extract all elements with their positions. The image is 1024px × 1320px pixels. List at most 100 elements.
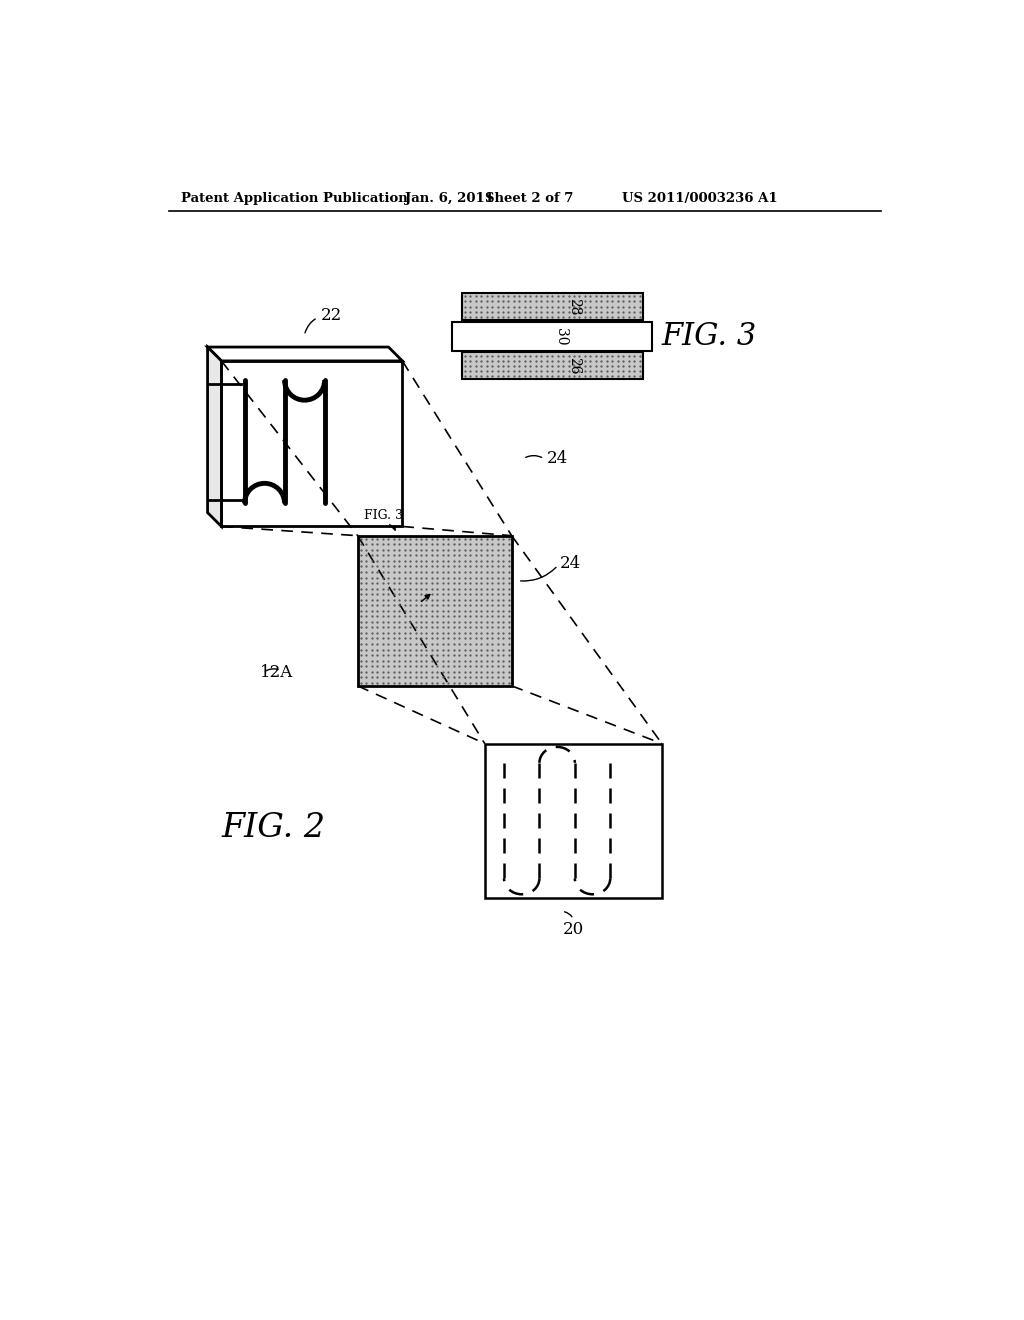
- Point: [462, 578, 478, 599]
- Point: [429, 533, 445, 554]
- Point: [440, 672, 457, 693]
- Point: [534, 290, 550, 312]
- Point: [401, 611, 418, 632]
- Point: [352, 601, 369, 622]
- Point: [615, 285, 632, 306]
- Point: [419, 589, 435, 610]
- Point: [369, 672, 385, 693]
- Point: [462, 583, 478, 605]
- Point: [452, 649, 468, 671]
- Point: [358, 573, 375, 594]
- Point: [429, 545, 445, 566]
- Point: [445, 639, 462, 660]
- Point: [484, 561, 501, 582]
- Point: [369, 634, 385, 655]
- Point: [364, 622, 380, 643]
- Point: [468, 601, 484, 622]
- Point: [364, 545, 380, 566]
- Point: [501, 540, 517, 561]
- Point: [440, 578, 457, 599]
- Point: [626, 360, 642, 381]
- Point: [401, 528, 418, 549]
- Point: [413, 611, 429, 632]
- Point: [413, 545, 429, 566]
- Point: [468, 350, 484, 371]
- Point: [501, 550, 517, 572]
- Point: [369, 661, 385, 682]
- Text: Sheet 2 of 7: Sheet 2 of 7: [484, 191, 573, 205]
- Point: [396, 611, 413, 632]
- Point: [489, 628, 506, 649]
- Point: [615, 360, 632, 381]
- Point: [489, 550, 506, 572]
- Point: [501, 545, 517, 566]
- Point: [632, 360, 648, 381]
- Point: [413, 550, 429, 572]
- Point: [369, 656, 385, 677]
- Point: [435, 672, 452, 693]
- Point: [489, 561, 506, 582]
- Point: [375, 672, 391, 693]
- Point: [358, 611, 375, 632]
- Point: [445, 556, 462, 577]
- Point: [506, 301, 522, 322]
- Point: [408, 628, 424, 649]
- Point: [495, 661, 511, 682]
- Point: [358, 661, 375, 682]
- Point: [501, 595, 517, 616]
- Point: [489, 661, 506, 682]
- Point: [517, 360, 534, 381]
- Point: [385, 573, 401, 594]
- Point: [440, 583, 457, 605]
- Point: [375, 644, 391, 665]
- Point: [396, 578, 413, 599]
- Point: [435, 573, 452, 594]
- Point: [550, 355, 566, 376]
- Point: [445, 528, 462, 549]
- Text: 30: 30: [554, 327, 568, 345]
- Point: [385, 550, 401, 572]
- Point: [621, 306, 637, 327]
- Point: [534, 306, 550, 327]
- Point: [452, 622, 468, 643]
- Point: [419, 601, 435, 622]
- Point: [385, 595, 401, 616]
- Point: [599, 285, 615, 306]
- Point: [452, 606, 468, 627]
- Point: [396, 601, 413, 622]
- Text: FIG. 2: FIG. 2: [221, 812, 326, 845]
- Point: [550, 366, 566, 387]
- Point: [609, 306, 626, 327]
- Point: [396, 606, 413, 627]
- Point: [501, 355, 517, 376]
- Point: [495, 306, 511, 327]
- Point: [413, 578, 429, 599]
- Point: [385, 601, 401, 622]
- Point: [495, 672, 511, 693]
- Point: [419, 533, 435, 554]
- Point: [495, 568, 511, 589]
- Point: [452, 661, 468, 682]
- Point: [501, 656, 517, 677]
- Point: [495, 360, 511, 381]
- Point: [621, 350, 637, 371]
- Point: [401, 601, 418, 622]
- Point: [489, 616, 506, 638]
- Point: [413, 540, 429, 561]
- Point: [599, 360, 615, 381]
- Point: [621, 366, 637, 387]
- Point: [435, 667, 452, 688]
- Point: [369, 628, 385, 649]
- Point: [380, 616, 396, 638]
- Point: [478, 533, 495, 554]
- Point: [396, 634, 413, 655]
- Point: [478, 290, 495, 312]
- Point: [632, 296, 648, 317]
- Point: [571, 306, 588, 327]
- Point: [593, 345, 609, 366]
- Point: [555, 306, 571, 327]
- Point: [396, 639, 413, 660]
- Point: [489, 589, 506, 610]
- Point: [621, 345, 637, 366]
- Point: [473, 606, 489, 627]
